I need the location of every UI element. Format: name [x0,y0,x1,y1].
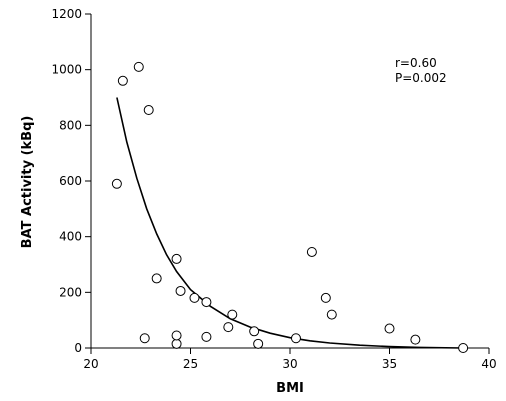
data-point [139,333,150,344]
x-tick-label: 35 [382,357,397,371]
data-point [227,309,238,320]
data-point [171,338,182,349]
data-point [223,322,234,333]
data-points [111,61,469,353]
data-point [326,309,337,320]
y-tick-label: 0 [74,341,82,355]
data-point [171,253,182,264]
data-point [171,330,182,341]
x-tick-label: 25 [183,357,198,371]
data-point [151,273,162,284]
data-point [320,292,331,303]
data-point [133,61,144,72]
data-point [290,333,301,344]
x-axis-title: BMI [276,381,304,396]
fit-curve [116,97,464,349]
y-tick-label: 1000 [51,63,82,77]
data-point [384,323,395,334]
y-tick-label: 600 [59,174,82,188]
data-point [249,326,260,337]
correlation-annotation: r=0.60 [395,56,437,70]
fit-curve-group [116,97,464,349]
data-point [253,338,264,349]
x-tick-label: 30 [282,357,297,371]
x-tick-label: 40 [481,357,496,371]
y-tick-label: 800 [59,118,82,132]
data-point [410,334,421,345]
x-tick-label: 20 [83,357,98,371]
data-point [143,105,154,116]
y-axis-title: BAT Activity (kBq) [20,116,35,249]
data-point [189,292,200,303]
data-point [201,331,212,342]
data-point [111,178,122,189]
axes: 0 200 400 600 800 1000 1200 20 25 30 35 40 [51,7,496,371]
y-tick-label: 200 [59,285,82,299]
y-tick-label: 1200 [51,7,82,21]
data-point [201,297,212,308]
p-value-annotation: P=0.002 [395,71,447,85]
data-point [175,285,186,296]
data-point [306,246,317,257]
y-tick-label: 400 [59,230,82,244]
data-point [458,343,469,353]
data-point [117,75,128,86]
